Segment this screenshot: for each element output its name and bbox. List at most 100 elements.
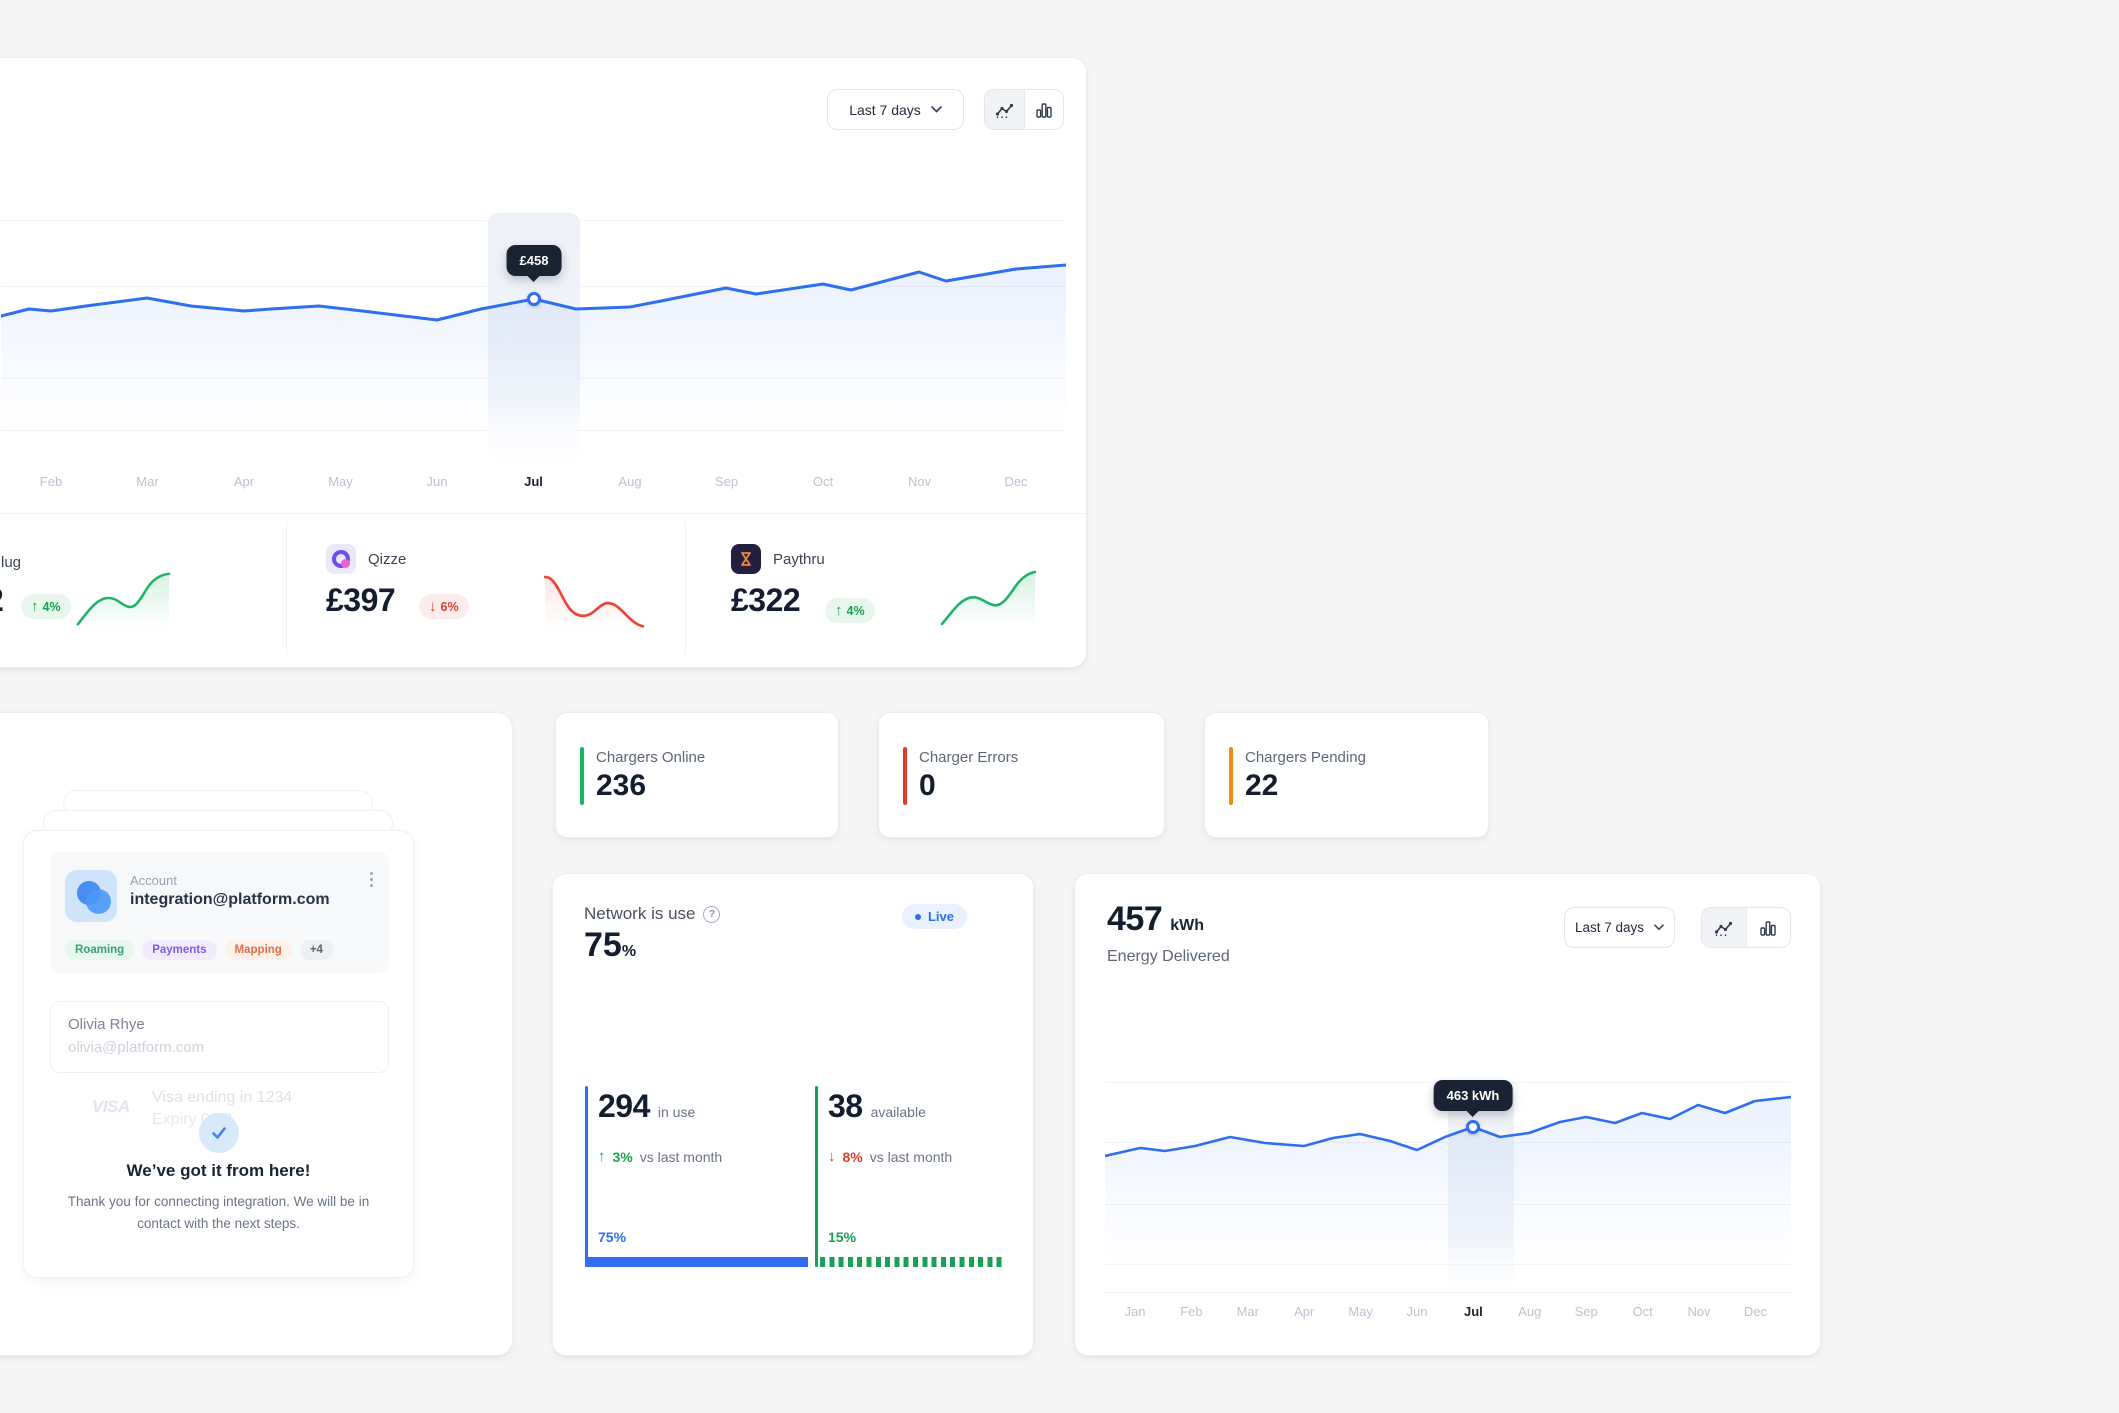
charger-errors-card: Charger Errors 0 (878, 712, 1165, 838)
available-progress-bar (820, 1257, 1002, 1267)
bar-chart-icon (1036, 102, 1052, 118)
provider-sparkline (76, 572, 171, 629)
stat-value: 236 (596, 769, 647, 802)
live-dot-icon (914, 913, 921, 920)
month-label: Jun (1406, 1304, 1428, 1319)
line-chart-icon (1715, 921, 1733, 936)
account-summary-box: Account integration@platform.com Roaming… (50, 852, 389, 973)
month-label: Apr (233, 474, 255, 489)
provider-stats-row: lug 2 ↑ 4% Qizze £397 ↓ 6% (0, 513, 1086, 667)
person-box: Olivia Rhye olivia@platform.com (50, 1001, 389, 1073)
person-email: olivia@platform.com (68, 1039, 205, 1056)
stat-accent-bar (1229, 747, 1233, 805)
provider-name: Paythru (773, 551, 825, 568)
provider-change-badge: ↑ 4% (21, 594, 71, 619)
success-message: Thank you for connecting integration. We… (67, 1194, 370, 1231)
energy-period-label: Last 7 days (1574, 920, 1645, 935)
month-label: Feb (1180, 1304, 1203, 1319)
month-label: Nov (907, 474, 932, 489)
arrow-up-icon: ↑ (31, 598, 39, 615)
stat-value: 0 (919, 769, 936, 802)
provider-name: lug (1, 554, 22, 571)
success-title: We’ve got it from here! (126, 1161, 311, 1180)
paythru-logo (731, 544, 761, 574)
line-chart-toggle-button[interactable] (1702, 908, 1746, 947)
chevron-down-icon (1654, 924, 1664, 931)
energy-unit: kWh (1170, 917, 1205, 934)
account-email: integration@platform.com (130, 891, 330, 908)
arrow-up-icon: ↑ (598, 1148, 606, 1165)
network-usage-card: Network is use ? Live 75% 294 in use ↑ 3… (552, 873, 1034, 1356)
help-icon[interactable]: ? (703, 905, 721, 923)
provider-change-badge: ↑ 4% (825, 598, 875, 623)
arrow-down-icon: ↓ (828, 1148, 836, 1165)
bar-chart-toggle-button[interactable] (1023, 90, 1064, 129)
account-avatar (65, 870, 117, 922)
provider-sparkline (940, 570, 1037, 627)
revenue-period-label: Last 7 days (849, 101, 921, 118)
stat-label: Chargers Online (596, 749, 706, 766)
success-check-badge (198, 1113, 239, 1153)
chevron-down-icon (930, 106, 942, 113)
energy-period-dropdown[interactable]: Last 7 days (1564, 907, 1675, 948)
chargers-pending-card: Chargers Pending 22 (1204, 712, 1489, 838)
month-label: Sep (714, 474, 739, 489)
tag-mapping: Mapping (224, 940, 292, 960)
visa-logo: VISA (92, 1097, 130, 1116)
in-use-bar-percent: 75% (598, 1229, 627, 1245)
provider-change-badge: ↓ 6% (419, 594, 469, 619)
in-use-column: 294 in use ↑ 3% vs last month 75% (585, 1086, 808, 1267)
available-change: 8% (842, 1148, 863, 1165)
revenue-x-axis-labels: Feb Mar Apr May Jun Jul Aug Sep Oct Nov Dec (1, 474, 1066, 494)
card-info: Visa ending in 1234 (152, 1089, 293, 1106)
arrow-down-icon: ↓ (429, 598, 437, 615)
checkmark-icon (211, 1127, 226, 1139)
account-detail-card: Account integration@platform.com Roaming… (23, 830, 414, 1278)
month-label: Feb (39, 474, 63, 489)
month-label: Jun (426, 474, 448, 489)
network-card-title: Network is use (584, 904, 696, 923)
provider-sparkline (543, 575, 645, 630)
month-label: May (1348, 1304, 1373, 1319)
in-use-note: vs last month (639, 1148, 723, 1165)
month-label: Jan (1124, 1304, 1146, 1319)
month-label: Mar (136, 474, 159, 489)
qizze-logo (326, 544, 356, 574)
line-chart-icon (995, 103, 1013, 118)
available-column: 38 available ↓ 8% vs last month 15% (815, 1086, 1002, 1267)
energy-x-axis-labels: Jan Feb Mar Apr May Jun Jul Aug Sep Oct Nov Dec (1105, 1304, 1791, 1324)
kebab-menu-icon[interactable] (366, 868, 377, 891)
energy-value: 457 (1107, 900, 1163, 938)
month-label: Jul (1463, 1304, 1483, 1319)
month-label: Oct (1632, 1304, 1653, 1319)
revenue-tooltip: £458 (506, 245, 562, 276)
energy-line-chart[interactable]: 463 kWh (1105, 1074, 1791, 1294)
available-label: available (870, 1104, 926, 1120)
chargers-online-card: Chargers Online 236 (555, 712, 839, 838)
data-point-marker (527, 292, 541, 306)
available-bar-percent: 15% (828, 1229, 857, 1245)
month-label: Apr (1294, 1304, 1315, 1319)
month-label: May (328, 474, 353, 489)
bar-chart-toggle-button[interactable] (1745, 908, 1791, 947)
month-label: Aug (618, 474, 642, 489)
energy-tooltip: 463 kWh (1433, 1080, 1513, 1111)
revenue-chart-type-toggle (984, 89, 1064, 130)
energy-delivered-card: 457 kWh Energy Delivered Last 7 days (1074, 873, 1821, 1356)
provider-name: Qizze (368, 551, 407, 568)
energy-chart-type-toggle (1701, 907, 1791, 948)
person-name: Olivia Rhye (68, 1016, 145, 1033)
line-chart-toggle-button[interactable] (985, 90, 1024, 129)
tag-payments: Payments (142, 940, 217, 960)
energy-subtitle: Energy Delivered (1107, 948, 1230, 965)
stat-accent-bar (903, 747, 907, 805)
in-use-change: 3% (612, 1148, 633, 1165)
provider-value: £397 (326, 582, 396, 618)
available-value: 38 (828, 1088, 863, 1124)
stat-label: Charger Errors (919, 749, 1019, 766)
hourglass-icon (741, 552, 751, 566)
revenue-line-chart[interactable]: £458 (1, 203, 1066, 468)
stat-accent-bar (580, 747, 584, 805)
revenue-period-dropdown[interactable]: Last 7 days (827, 89, 964, 130)
